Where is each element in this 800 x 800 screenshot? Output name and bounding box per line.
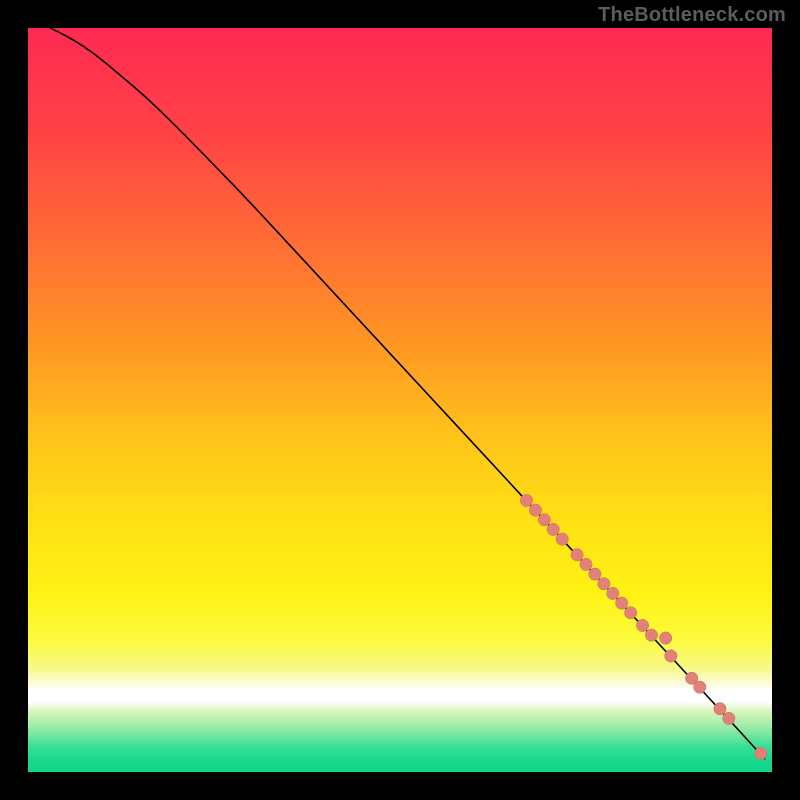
plot-area <box>28 28 772 772</box>
data-marker <box>714 703 726 715</box>
data-marker <box>607 587 619 599</box>
data-marker <box>556 533 568 545</box>
data-marker <box>529 504 541 516</box>
data-marker <box>636 619 648 631</box>
data-marker <box>598 578 610 590</box>
data-marker <box>580 558 592 570</box>
data-marker <box>755 747 767 759</box>
watermark-text: TheBottleneck.com <box>598 4 786 27</box>
data-marker <box>723 712 735 724</box>
data-marker <box>624 607 636 619</box>
gradient-background <box>28 28 772 772</box>
data-marker <box>520 494 532 506</box>
chart-container: TheBottleneck.com <box>0 0 800 800</box>
data-marker <box>547 523 559 535</box>
data-marker <box>694 681 706 693</box>
data-marker <box>665 650 677 662</box>
chart-svg <box>28 28 772 772</box>
data-marker <box>616 597 628 609</box>
data-marker <box>659 632 671 644</box>
data-marker <box>589 568 601 580</box>
data-marker <box>571 549 583 561</box>
data-marker <box>538 514 550 526</box>
data-marker <box>645 629 657 641</box>
